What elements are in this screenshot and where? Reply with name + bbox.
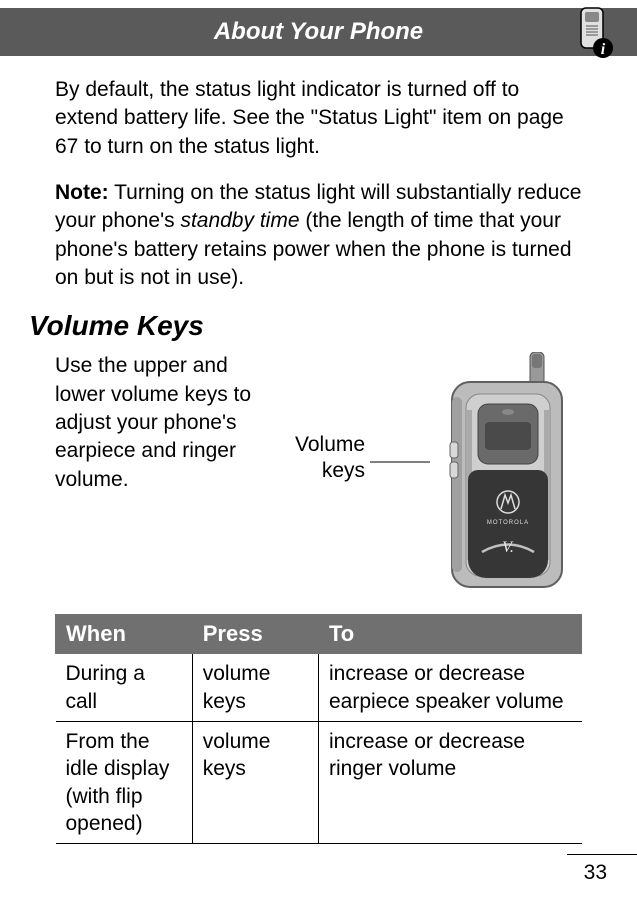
svg-text:V.: V. bbox=[502, 539, 514, 556]
table-cell: volume keys bbox=[192, 654, 318, 722]
table-cell: volume keys bbox=[192, 722, 318, 844]
paragraph-status-light: By default, the status light indicator i… bbox=[55, 76, 582, 161]
table-cell: From the idle display (with flip opened) bbox=[56, 722, 193, 844]
table-row: From the idle display (with flip opened)… bbox=[56, 722, 582, 844]
th-press: Press bbox=[192, 615, 318, 654]
volume-section-row: Use the upper and lower volume keys to a… bbox=[55, 352, 582, 592]
callout-volume-keys: Volume keys bbox=[295, 432, 365, 482]
page-content: By default, the status light indicator i… bbox=[0, 56, 637, 844]
page-number: 33 bbox=[584, 861, 607, 885]
table-row: During a callvolume keysincrease or decr… bbox=[56, 654, 582, 722]
svg-text:MOTOROLA: MOTOROLA bbox=[487, 520, 529, 526]
callout-line2: keys bbox=[322, 459, 365, 482]
th-when: When bbox=[56, 615, 193, 654]
note-italic: standby time bbox=[180, 209, 299, 232]
page-header: About Your Phone i bbox=[0, 8, 637, 56]
volume-keys-table: When Press To During a callvolume keysin… bbox=[55, 614, 582, 844]
phone-diagram: Volume keys bbox=[285, 352, 582, 592]
svg-text:i: i bbox=[601, 41, 606, 58]
volume-intro-text: Use the upper and lower volume keys to a… bbox=[55, 352, 265, 494]
note-label: Note: bbox=[55, 181, 109, 204]
header-title: About Your Phone bbox=[214, 18, 423, 45]
table-cell: increase or decrease ringer volume bbox=[318, 722, 581, 844]
callout-line1: Volume bbox=[295, 433, 365, 456]
section-heading-volume-keys: Volume Keys bbox=[29, 310, 582, 342]
table-cell: increase or decrease earpiece speaker vo… bbox=[318, 654, 581, 722]
th-to: To bbox=[318, 615, 581, 654]
table-cell: During a call bbox=[56, 654, 193, 722]
phone-illustration: MOTOROLA V. bbox=[422, 352, 582, 592]
phone-info-icon: i bbox=[567, 6, 617, 61]
table-header-row: When Press To bbox=[56, 615, 582, 654]
paragraph-note: Note: Turning on the status light will s… bbox=[55, 179, 582, 292]
page-number-rule bbox=[567, 854, 637, 855]
